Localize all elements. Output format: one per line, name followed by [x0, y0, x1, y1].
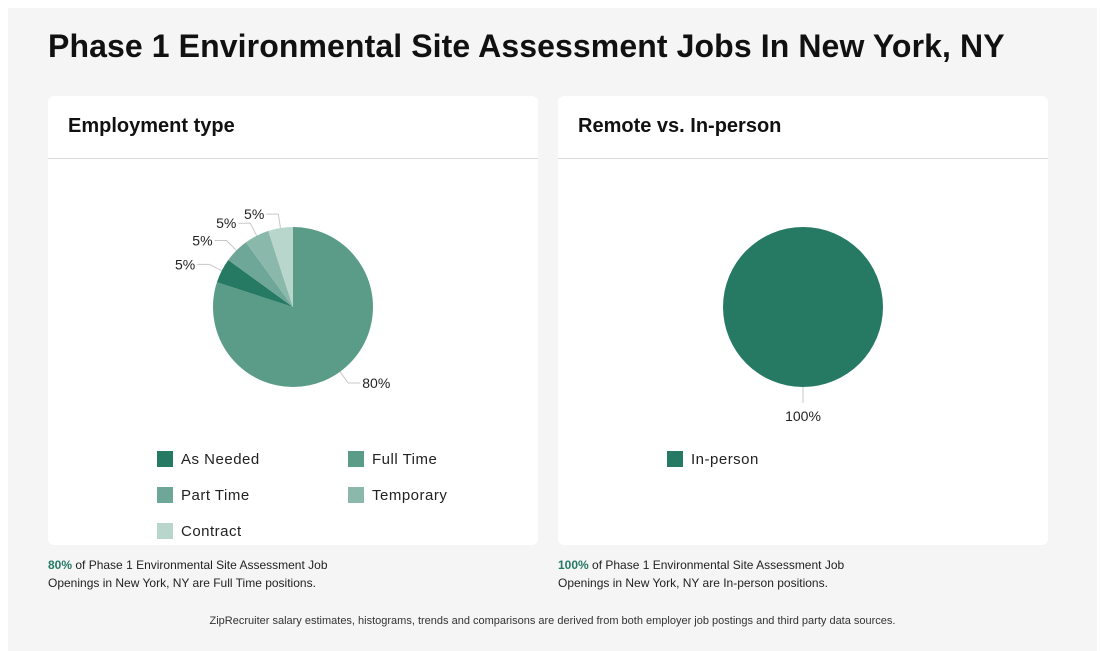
pie-label-as-needed: 5% [175, 256, 195, 272]
leader-line-full-time [339, 371, 361, 384]
pie-label-part-time: 5% [192, 233, 212, 249]
pie-slice-contract[interactable] [268, 227, 293, 307]
employment-type-caption-text: of Phase 1 Environmental Site Assessment… [48, 558, 328, 590]
pie-slice-in-person[interactable] [723, 227, 883, 387]
employment-type-card: Employment type 80% 5% 5% 5% 5% As Needed Fu… [48, 96, 538, 545]
pie-label-in-person: 100% [785, 408, 821, 424]
remote-caption-pct: 100% [558, 558, 589, 572]
pie-slice-temporary[interactable] [245, 230, 293, 307]
remote-caption: 100% of Phase 1 Environmental Site Asses… [558, 556, 858, 592]
remote-vs-in-person-card: Remote vs. In-person 100% In-person [558, 96, 1048, 545]
pie-slice-as-needed[interactable] [216, 259, 293, 307]
remote-caption-text: of Phase 1 Environmental Site Assessment… [558, 558, 845, 590]
leader-line-part-time [214, 240, 237, 251]
footer-disclaimer: ZipRecruiter salary estimates, histogram… [209, 615, 896, 627]
employment-type-title: Employment type [48, 96, 538, 159]
pie-label-temporary: 5% [216, 215, 236, 231]
pie-label-contract: 5% [244, 206, 264, 222]
page-title: Phase 1 Environmental Site Assessment Jo… [48, 28, 1005, 64]
employment-type-caption-pct: 80% [48, 558, 73, 572]
pie-slice-part-time[interactable] [228, 242, 293, 307]
leader-line-contract [266, 213, 281, 229]
remote-vs-in-person-title: Remote vs. In-person [558, 96, 1048, 159]
employment-type-caption: 80% of Phase 1 Environmental Site Assess… [48, 556, 348, 592]
page-frame: Phase 1 Environmental Site Assessment Jo… [8, 8, 1097, 651]
employment-type-pie-chart: 80%5%5%5%5% [175, 206, 390, 391]
leader-line-temporary [238, 222, 258, 236]
pie-label-full-time: 80% [362, 375, 390, 391]
remote-vs-in-person-pie-chart: 100% [723, 227, 883, 424]
leader-line-as-needed [197, 263, 222, 272]
